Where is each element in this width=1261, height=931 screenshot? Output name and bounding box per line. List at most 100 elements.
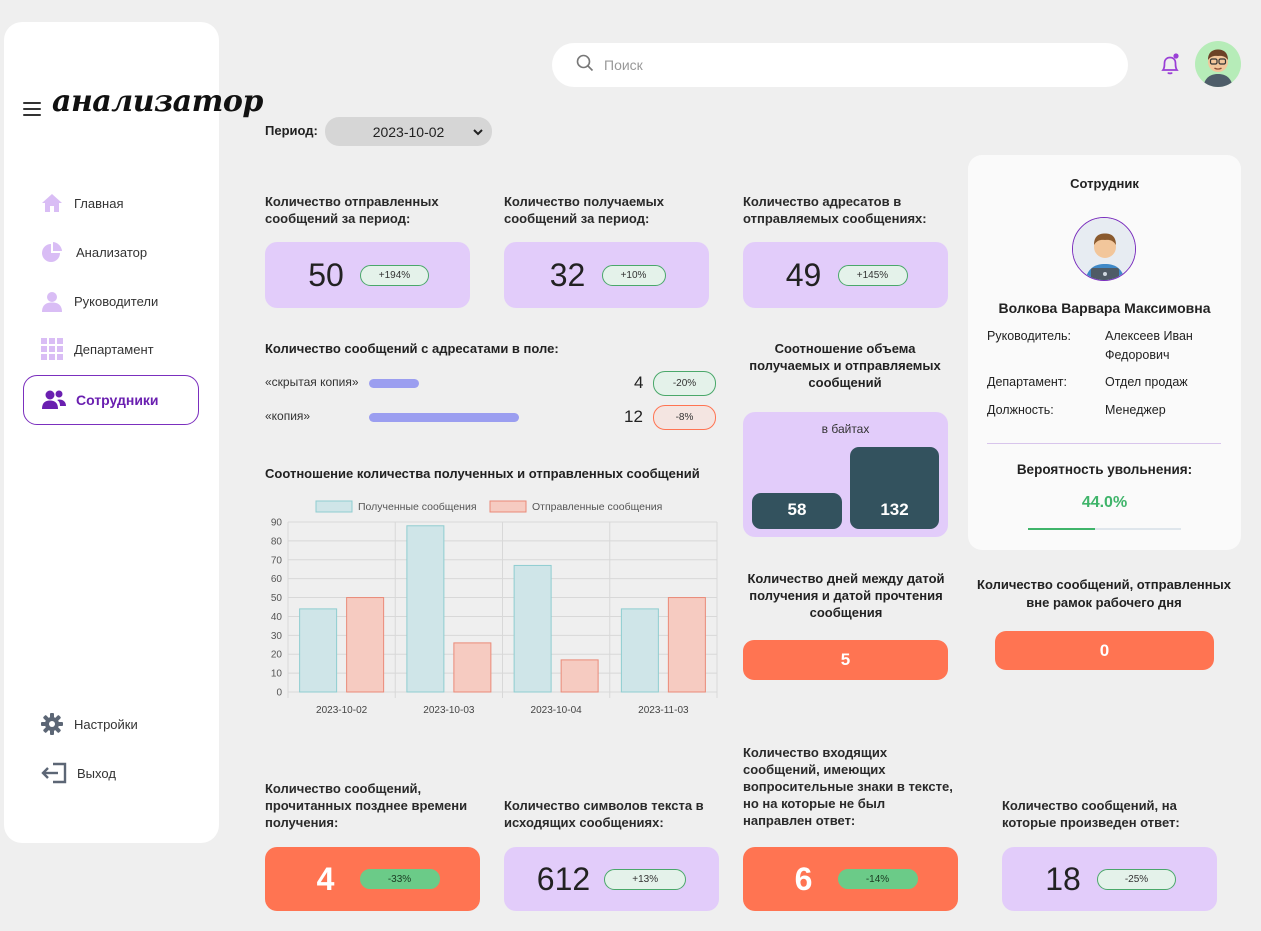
- sidebar-item-label: Департамент: [74, 341, 154, 357]
- y-tick-label: 60: [271, 574, 283, 585]
- sidebar-item-label: Главная: [74, 195, 124, 211]
- dismissal-progress-fill: [1028, 528, 1096, 530]
- sidebar-item-label: Анализатор: [76, 244, 148, 260]
- bytes-card: в байтах 58 132: [743, 412, 948, 537]
- department-label: Департамент:: [987, 375, 1067, 389]
- chart-bar: [513, 564, 552, 693]
- sidebar-item-analyzer[interactable]: Анализатор: [40, 237, 147, 267]
- read-late-delta-badge: -33%: [359, 869, 440, 889]
- recipients-label: Количество адресатов в отправляемых сооб…: [743, 194, 927, 226]
- chars-label: Количество символов текста в исходящих с…: [504, 798, 704, 830]
- sidebar-item-label: Руководители: [74, 293, 159, 309]
- y-tick-label: 90: [271, 518, 283, 529]
- bell-icon[interactable]: [1158, 52, 1182, 76]
- chart-bar: [299, 608, 338, 693]
- answered-value: 18: [1045, 860, 1081, 897]
- sidebar-item-department[interactable]: Департамент: [40, 334, 154, 364]
- cc-bar: [369, 413, 519, 422]
- sent-value: 50: [308, 256, 344, 293]
- period-select[interactable]: 2023-10-02: [325, 117, 492, 146]
- bcc-value: 4: [634, 373, 644, 392]
- chars-value: 612: [536, 860, 591, 897]
- received-delta-badge: +10%: [601, 264, 666, 286]
- sent-card: 50 +194%: [265, 242, 470, 308]
- recipients-value: 49: [785, 256, 822, 293]
- period-value: 2023-10-02: [372, 123, 445, 140]
- days-title: Количество дней между датой получения и …: [747, 571, 945, 620]
- y-tick-label: 30: [271, 631, 283, 642]
- recipients-card: 49 +145%: [743, 242, 948, 308]
- y-tick-label: 80: [271, 536, 283, 547]
- x-tick-label: 2023-10-03: [423, 705, 475, 716]
- sidebar-item-home[interactable]: Главная: [40, 188, 123, 218]
- x-tick-label: 2023-11-03: [638, 705, 689, 716]
- outside-hours-title: Количество сообщений, отправленных вне р…: [977, 577, 1231, 610]
- settings-link[interactable]: Настройки: [40, 709, 138, 739]
- employee-avatar: [1072, 217, 1136, 281]
- legend-swatch: [315, 500, 353, 513]
- legend-swatch: [489, 500, 527, 513]
- manager-label: Руководитель:: [987, 329, 1072, 343]
- manager-value: Алексеев Иван Федорович: [1105, 329, 1193, 362]
- position-value: Менеджер: [1105, 403, 1166, 417]
- sidebar-item-employees[interactable]: Сотрудники: [23, 375, 199, 425]
- chart-bar: [346, 597, 385, 693]
- days-value: 5: [743, 640, 948, 680]
- employee-card: Сотрудник Волкова Варвара Максимовна Рук…: [968, 155, 1241, 550]
- employee-card-title: Сотрудник: [1070, 176, 1139, 191]
- unanswered-value: 6: [794, 860, 813, 897]
- answered-card: 18 -25%: [1002, 847, 1217, 911]
- answered-label: Количество сообщений, на которые произве…: [1002, 798, 1180, 830]
- cc-label: «копия»: [265, 409, 311, 423]
- y-tick-label: 20: [271, 650, 283, 661]
- logout-label: Выход: [77, 765, 116, 781]
- menu-icon[interactable]: [23, 102, 41, 116]
- dismissal-progress-bar: [1028, 528, 1181, 530]
- chart-bar: [453, 642, 492, 693]
- grid-icon: [40, 337, 64, 361]
- read-late-value: 4: [316, 860, 335, 897]
- position-label: Должность:: [987, 403, 1054, 417]
- copy-fields-title: Количество сообщений с адресатами в поле…: [265, 341, 559, 356]
- y-tick-label: 50: [271, 593, 283, 604]
- settings-label: Настройки: [74, 716, 138, 732]
- users-icon: [42, 388, 66, 412]
- read-late-card: 4 -33%: [265, 847, 480, 911]
- period-label: Период:: [265, 123, 318, 138]
- unanswered-delta-badge: -14%: [837, 869, 918, 889]
- user-icon: [40, 289, 64, 313]
- x-tick-label: 2023-10-02: [316, 705, 368, 716]
- dismissal-probability: 44.0%: [1081, 494, 1128, 511]
- chart-title: Соотношение количества полученных и отпр…: [265, 466, 700, 481]
- user-avatar[interactable]: [1195, 41, 1241, 87]
- recipients-delta-badge: +145%: [837, 264, 908, 286]
- sidebar-item-managers[interactable]: Руководители: [40, 286, 158, 316]
- chars-card: 612 +13%: [504, 847, 719, 911]
- messages-bar-chart: 0 10 20 30 40 50 60 70 80 90 2023-10-02 2023-10-03 2…: [271, 500, 718, 716]
- received-value: 32: [549, 256, 586, 293]
- home-icon: [40, 191, 64, 215]
- bytes-sent-bar: 132: [850, 447, 939, 529]
- unanswered-label: Количество входящих сообщений, имеющих в…: [743, 745, 953, 828]
- sidebar-item-label: Сотрудники: [76, 392, 159, 408]
- logout-link[interactable]: Выход: [40, 758, 116, 788]
- logout-icon: [40, 761, 68, 785]
- app-logo: анализатор: [52, 84, 263, 119]
- cc-delta-badge: -8%: [653, 405, 716, 430]
- search-icon: [576, 54, 594, 77]
- legend-label: Отправленные сообщения: [532, 501, 662, 513]
- dismissal-label: Вероятность увольнения:: [1016, 462, 1193, 477]
- y-tick-label: 70: [271, 555, 283, 566]
- search-input[interactable]: Поиск: [552, 43, 1128, 87]
- chart-bar: [667, 597, 706, 693]
- x-tick-label: 2023-10-04: [531, 705, 583, 716]
- sent-label: Количество отправленных сообщений за пер…: [265, 194, 439, 226]
- sidebar: анализатор Главная Анализатор Руководите…: [4, 22, 263, 843]
- outside-hours-value: 0: [995, 631, 1214, 670]
- search-placeholder: Поиск: [604, 57, 643, 73]
- chart-bar: [560, 659, 599, 693]
- pie-chart-icon: [40, 240, 64, 264]
- legend-label: Полученные сообщения: [358, 501, 477, 513]
- cc-value: 12: [624, 407, 643, 426]
- bcc-delta-badge: -20%: [653, 371, 716, 396]
